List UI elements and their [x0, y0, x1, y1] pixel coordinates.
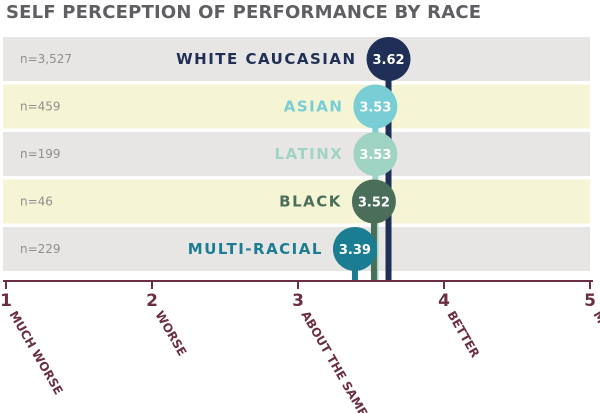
value-dot: [332, 227, 377, 271]
x-tick-label: MUCH BETTER: [590, 309, 600, 399]
sample-size-label: n=46: [20, 195, 53, 209]
row-band: [3, 84, 590, 129]
sample-size-label: n=199: [20, 147, 61, 161]
value-label: 3.53: [359, 101, 391, 116]
sample-size-label: n=229: [20, 242, 61, 256]
x-tick-number: 2: [146, 291, 158, 311]
value-dot: [366, 37, 411, 81]
sample-size-label: n=3,527: [20, 52, 72, 66]
row-band: [3, 37, 590, 81]
value-dot: [351, 179, 396, 224]
row-bands: n=3,527 n=459 n=199 n=46 n=229: [3, 37, 590, 271]
row-band: [3, 227, 590, 271]
category-label: LATINX: [274, 145, 343, 163]
category-label: ASIAN: [284, 98, 344, 116]
sample-size-label: n=459: [20, 100, 61, 114]
value-dot: [353, 84, 398, 129]
dots: WHITE CAUCASIAN 3.62 ASIAN 3.53 LATINX 3.53 BL…: [176, 37, 411, 271]
x-tick-number: 4: [438, 291, 450, 311]
value-label: 3.53: [359, 148, 391, 163]
x-tick-number: 3: [292, 291, 304, 311]
x-tick-number: 5: [584, 291, 596, 311]
value-label: 3.62: [372, 53, 404, 68]
value-dot: [353, 132, 398, 176]
chart-title: SELF PERCEPTION OF PERFORMANCE BY RACE: [6, 2, 482, 23]
value-label: 3.39: [339, 243, 371, 258]
value-label: 3.52: [358, 196, 390, 211]
x-tick-label: BETTER: [444, 309, 482, 361]
x-tick-label: MUCH WORSE: [6, 309, 65, 398]
category-label: MULTI-RACIAL: [188, 240, 323, 258]
category-label: WHITE CAUCASIAN: [176, 50, 356, 68]
row-band: [3, 132, 590, 176]
x-tick-label: ABOUT THE SAME: [298, 309, 370, 413]
x-tick-number: 1: [0, 291, 12, 311]
row-band: [3, 179, 590, 224]
category-label: BLACK: [279, 193, 342, 211]
x-tick-label: WORSE: [152, 309, 189, 359]
